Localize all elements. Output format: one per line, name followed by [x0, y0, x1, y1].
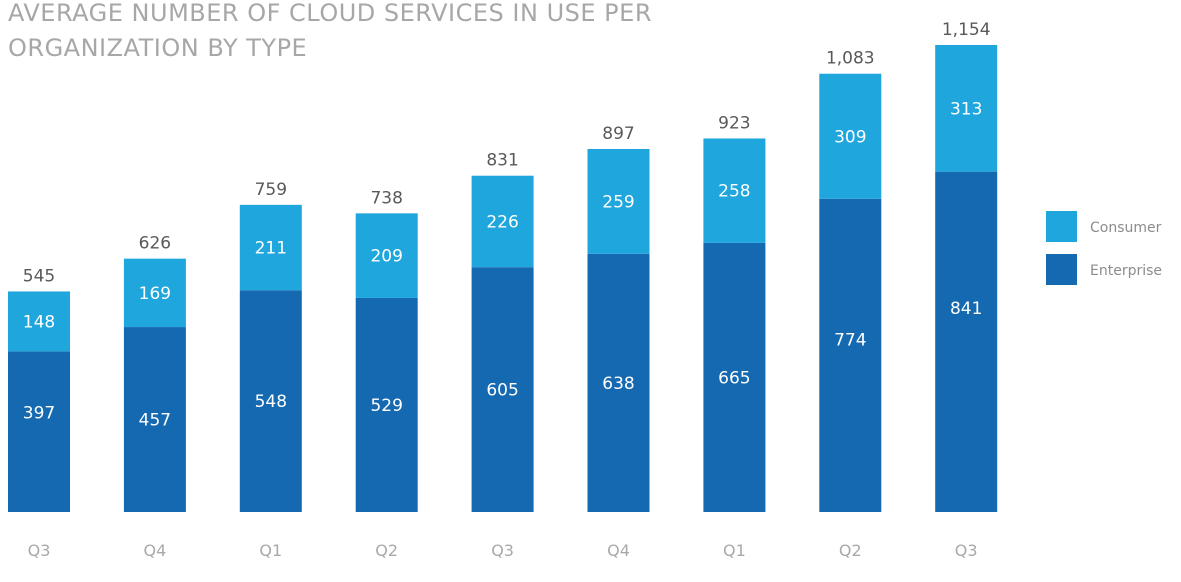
bar-enterprise-3: [355, 297, 418, 512]
enterprise-value-label: 548: [255, 392, 287, 412]
legend-swatch-enterprise: [1046, 254, 1077, 285]
x-tick-label: Q2: [375, 541, 398, 560]
bar-consumer-3: [355, 213, 418, 298]
enterprise-value-label: 457: [139, 411, 171, 431]
bar-consumer-0: [8, 291, 70, 352]
bars-group: 148 397 545 169 457 626 211 548 759 209 529 738 226 6…: [8, 20, 998, 512]
consumer-value-label: 169: [139, 284, 171, 304]
total-value-label: 738: [370, 188, 402, 208]
legend-label-consumer: Consumer: [1090, 220, 1162, 236]
enterprise-value-label: 397: [23, 403, 55, 423]
bar-consumer-2: [239, 204, 302, 291]
total-value-label: 1,083: [826, 49, 875, 69]
total-value-label: 923: [718, 113, 750, 133]
x-tick-label: Q3: [28, 541, 51, 560]
enterprise-value-label: 841: [950, 299, 982, 319]
total-value-label: 626: [139, 234, 171, 254]
consumer-value-label: 258: [718, 182, 750, 202]
bar-consumer-5: [587, 149, 650, 254]
legend: Consumer Enterprise: [1046, 211, 1162, 285]
bar-enterprise-8: [935, 171, 998, 512]
x-tick-label: Q1: [259, 541, 282, 560]
consumer-value-label: 313: [950, 99, 982, 119]
consumer-value-label: 309: [834, 127, 866, 147]
x-axis-ticks: Q3 Q4 Q1 Q2 Q3 Q4 Q1 Q2 Q3: [28, 541, 978, 560]
enterprise-value-label: 774: [834, 331, 866, 351]
bar-enterprise-4: [471, 267, 534, 512]
bar-enterprise-1: [123, 327, 186, 512]
consumer-value-label: 226: [486, 212, 518, 232]
enterprise-value-label: 638: [602, 374, 634, 394]
consumer-value-label: 148: [23, 312, 55, 332]
bar-enterprise-5: [587, 253, 650, 512]
bar-enterprise-6: [703, 242, 766, 512]
enterprise-value-label: 529: [370, 396, 402, 416]
enterprise-value-label: 605: [486, 381, 518, 401]
bar-enterprise-0: [8, 351, 70, 512]
bar-enterprise-7: [819, 198, 882, 512]
total-value-label: 545: [23, 266, 55, 286]
total-value-label: 759: [255, 180, 287, 200]
x-tick-label: Q1: [723, 541, 746, 560]
total-value-label: 831: [486, 151, 518, 171]
bar-enterprise-2: [239, 290, 302, 512]
bar-consumer-8: [935, 45, 998, 172]
bar-consumer-1: [123, 258, 186, 328]
x-tick-label: Q3: [491, 541, 514, 560]
bar-consumer-7: [819, 73, 882, 199]
legend-swatch-consumer: [1046, 211, 1077, 242]
consumer-value-label: 211: [255, 239, 287, 259]
chart-title: AVERAGE NUMBER OF CLOUD SERVICES IN USE …: [8, 0, 652, 62]
total-value-label: 897: [602, 124, 634, 144]
consumer-value-label: 209: [370, 247, 402, 267]
x-tick-label: Q2: [839, 541, 862, 560]
total-value-label: 1,154: [942, 20, 991, 40]
enterprise-value-label: 665: [718, 368, 750, 388]
x-tick-label: Q4: [607, 541, 630, 560]
consumer-value-label: 259: [602, 192, 634, 212]
bar-consumer-4: [471, 175, 534, 268]
bar-consumer-6: [703, 138, 766, 243]
legend-label-enterprise: Enterprise: [1090, 263, 1162, 279]
x-tick-label: Q3: [955, 541, 978, 560]
x-tick-label: Q4: [144, 541, 167, 560]
